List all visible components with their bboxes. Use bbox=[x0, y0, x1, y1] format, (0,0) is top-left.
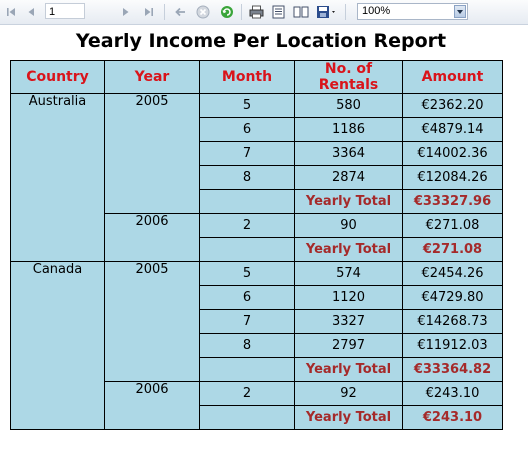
year-cell: 2005 bbox=[104, 261, 200, 382]
report-viewer-toolbar: 1 100% bbox=[0, 0, 528, 25]
yearly-total-amount: €243.10 bbox=[402, 405, 503, 430]
yearly-total-row: Yearly Total €271.08 bbox=[11, 237, 503, 262]
month-cell: 5 bbox=[199, 261, 295, 286]
amount-cell: €2454.26 bbox=[402, 261, 503, 286]
month-cell: 5 bbox=[199, 93, 295, 118]
amount-cell: €11912.03 bbox=[402, 333, 503, 358]
month-cell: 7 bbox=[199, 309, 295, 334]
month-cell: 6 bbox=[199, 285, 295, 310]
column-header-month: Month bbox=[199, 60, 295, 94]
yearly-total-amount: €33327.96 bbox=[402, 189, 503, 214]
print-layout-icon[interactable] bbox=[270, 3, 286, 21]
month-cell: 8 bbox=[199, 165, 295, 190]
stop-icon[interactable] bbox=[194, 3, 212, 21]
report-title: Yearly Income Per Location Report bbox=[75, 30, 447, 52]
rentals-cell: 3327 bbox=[294, 309, 403, 334]
month-cell: 2 bbox=[199, 381, 295, 406]
next-page-icon[interactable] bbox=[119, 3, 133, 21]
toolbar-separator bbox=[241, 4, 242, 20]
rentals-cell: 580 bbox=[294, 93, 403, 118]
table-row: Canada 2005 5 574 €2454.26 bbox=[10, 261, 503, 430]
yearly-total-row: Yearly Total €33327.96 bbox=[11, 189, 503, 214]
back-icon[interactable] bbox=[172, 3, 188, 21]
month-cell: 8 bbox=[199, 333, 295, 358]
year-cell: 2006 bbox=[104, 381, 200, 430]
yearly-total-row: Yearly Total €243.10 bbox=[11, 405, 503, 430]
column-header-year: Year bbox=[104, 60, 200, 94]
column-header-country: Country bbox=[10, 60, 105, 94]
yearly-total-label: Yearly Total bbox=[294, 405, 403, 430]
table-row: Australia 2005 5 580 €2362.20 bbox=[10, 93, 503, 262]
column-header-amount: Amount bbox=[402, 60, 503, 94]
page-number-input[interactable]: 1 bbox=[45, 3, 85, 19]
zoom-value: 100% bbox=[362, 5, 391, 17]
year-cell: 2005 bbox=[104, 93, 200, 214]
rentals-cell: 92 bbox=[294, 381, 403, 406]
empty-cell bbox=[199, 357, 295, 382]
yearly-total-label: Yearly Total bbox=[294, 189, 403, 214]
amount-cell: €2362.20 bbox=[402, 93, 503, 118]
yearly-total-amount: €33364.82 bbox=[402, 357, 503, 382]
amount-cell: €4729.80 bbox=[402, 285, 503, 310]
amount-cell: €14268.73 bbox=[402, 309, 503, 334]
amount-cell: €12084.26 bbox=[402, 165, 503, 190]
rentals-cell: 1186 bbox=[294, 117, 403, 142]
page-setup-icon[interactable] bbox=[292, 3, 310, 21]
table-row: 2006 2 90 €271.08 bbox=[11, 213, 503, 262]
yearly-total-amount: €271.08 bbox=[402, 237, 503, 262]
table-row: 7 3327 €14268.73 bbox=[11, 309, 503, 334]
month-cell: 6 bbox=[199, 117, 295, 142]
yearly-total-label: Yearly Total bbox=[294, 357, 403, 382]
first-page-icon[interactable] bbox=[4, 3, 18, 21]
yearly-total-label: Yearly Total bbox=[294, 237, 403, 262]
amount-cell: €4879.14 bbox=[402, 117, 503, 142]
toolbar-separator bbox=[345, 4, 346, 20]
amount-cell: €243.10 bbox=[402, 381, 503, 406]
empty-cell bbox=[199, 237, 295, 262]
amount-cell: €271.08 bbox=[402, 213, 503, 238]
rentals-cell: 2797 bbox=[294, 333, 403, 358]
rentals-cell: 2874 bbox=[294, 165, 403, 190]
last-page-icon[interactable] bbox=[142, 3, 156, 21]
print-icon[interactable] bbox=[247, 3, 265, 21]
table-header-row: Country Year Month No. of Rentals Amount bbox=[10, 60, 503, 94]
zoom-select[interactable]: 100% bbox=[357, 3, 468, 20]
refresh-icon[interactable] bbox=[218, 3, 236, 21]
rentals-cell: 1120 bbox=[294, 285, 403, 310]
empty-cell bbox=[199, 189, 295, 214]
chevron-down-icon[interactable] bbox=[454, 5, 466, 18]
amount-cell: €14002.36 bbox=[402, 141, 503, 166]
month-cell: 7 bbox=[199, 141, 295, 166]
toolbar-separator bbox=[164, 4, 165, 20]
table-row: 6 1120 €4729.80 bbox=[11, 285, 503, 310]
report-table: Country Year Month No. of Rentals Amount… bbox=[10, 60, 503, 430]
year-cell: 2006 bbox=[104, 213, 200, 262]
empty-cell bbox=[199, 405, 295, 430]
country-cell: Canada bbox=[10, 261, 105, 430]
export-icon[interactable] bbox=[315, 3, 339, 21]
column-header-rentals: No. of Rentals bbox=[294, 60, 403, 94]
rentals-cell: 3364 bbox=[294, 141, 403, 166]
previous-page-icon[interactable] bbox=[24, 3, 38, 21]
month-cell: 2 bbox=[199, 213, 295, 238]
table-row: 8 2797 €11912.03 bbox=[11, 333, 503, 358]
rentals-cell: 574 bbox=[294, 261, 403, 286]
rentals-cell: 90 bbox=[294, 213, 403, 238]
country-cell: Australia bbox=[10, 93, 105, 262]
